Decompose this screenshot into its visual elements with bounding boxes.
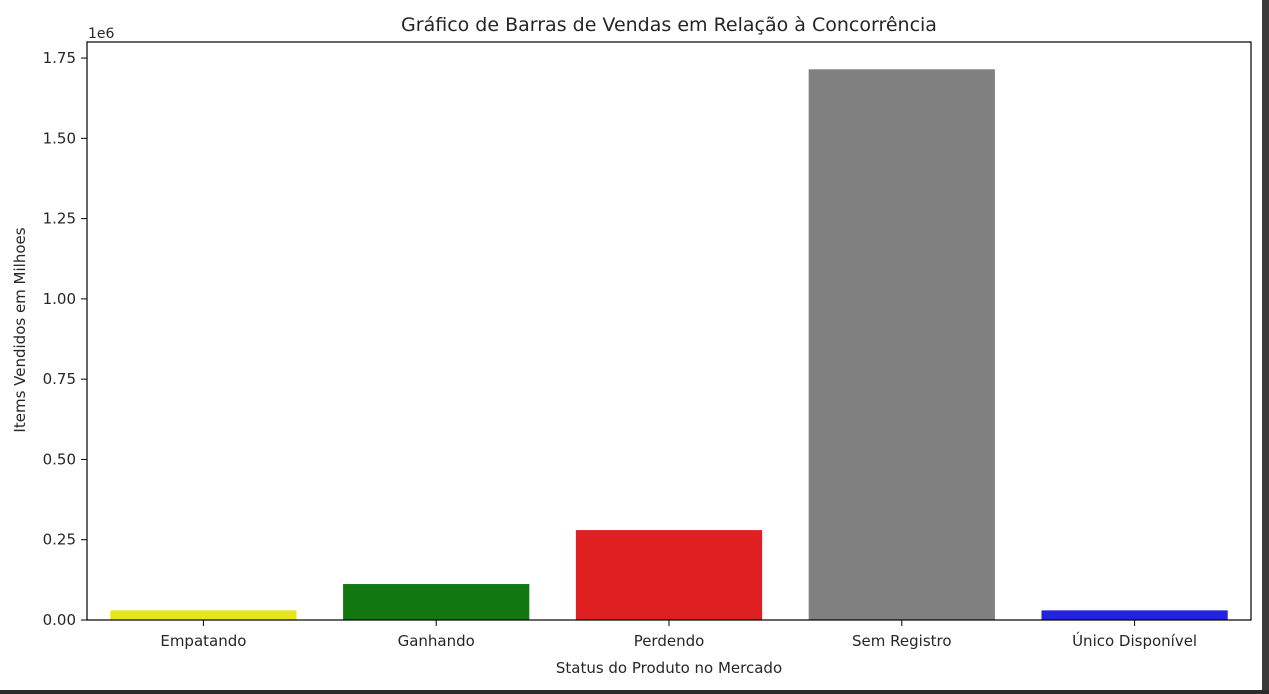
- x-tick-label: Sem Registro: [852, 632, 952, 650]
- x-axis-label: Status do Produto no Mercado: [556, 659, 782, 677]
- y-axis-label: Items Vendidos em Milhoes: [11, 227, 29, 432]
- x-tick-label: Único Disponível: [1072, 631, 1197, 650]
- y-offset-label: 1e6: [88, 26, 115, 42]
- plot-frame: [86, 41, 1252, 621]
- x-tick-label: Ganhando: [398, 632, 475, 650]
- chart-title: Gráfico de Barras de Vendas em Relação à…: [401, 14, 937, 36]
- bar-3: [808, 69, 995, 621]
- y-tick-label: 1.75: [43, 49, 76, 67]
- x-tick-label: Empatando: [160, 632, 246, 650]
- y-tick-label: 1.25: [43, 210, 76, 228]
- bar-4: [1041, 610, 1228, 620]
- bar-0: [110, 610, 297, 620]
- y-tick-label: 0.50: [43, 450, 76, 468]
- y-tick-label: 1.50: [43, 129, 76, 147]
- bar-1: [343, 584, 530, 620]
- y-tick-label: 0.25: [43, 531, 76, 549]
- y-tick-label: 0.00: [43, 611, 76, 629]
- window-edge: [1262, 0, 1269, 690]
- bar-2: [575, 530, 763, 620]
- y-tick-label: 0.75: [43, 370, 76, 388]
- y-tick-label: 1.00: [43, 290, 76, 308]
- x-tick-label: Perdendo: [634, 632, 705, 650]
